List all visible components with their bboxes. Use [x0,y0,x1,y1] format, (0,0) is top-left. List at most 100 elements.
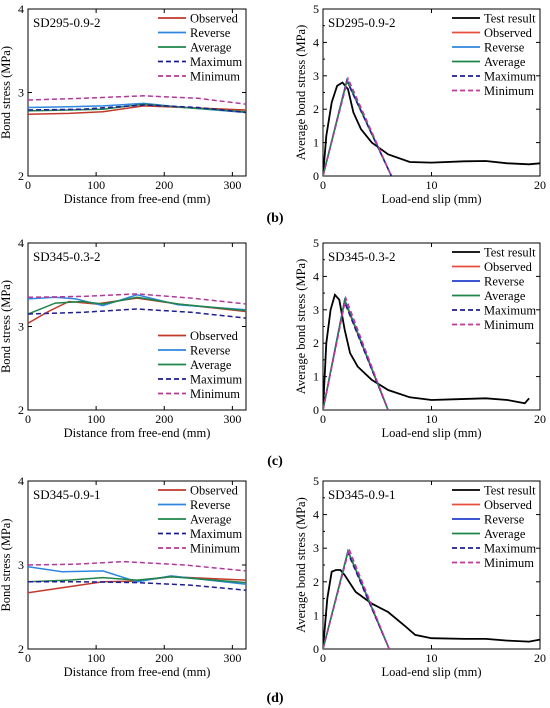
legend-label: Minimum [484,318,534,332]
x-tick-label: 10 [426,412,438,426]
legend-label: Reverse [190,344,231,358]
legend-label: Reverse [484,41,525,55]
y-axis-label: Bond stress (MPa) [0,518,13,611]
y-tick-label: 0 [313,169,319,183]
chart-3: 0 10 20 0 1 2 3 4 5 Load-end slip (mm) Average bon… [294,236,546,440]
series-line-average [28,296,246,315]
legend-label: Test result [484,246,536,260]
legend-label: Average [484,55,526,69]
x-tick-label: 200 [155,651,173,665]
chart-1: 0 10 20 0 1 2 3 4 5 Load-end slip (mm) Average bon… [294,2,546,206]
series-line-minimum [323,295,389,410]
series-line-maximum [28,581,246,591]
x-tick-label: 100 [87,651,105,665]
series-line-reverse [323,297,389,410]
y-tick-label: 0 [313,403,319,417]
x-tick-label: 0 [25,412,31,426]
legend-label: Average [484,289,526,303]
y-tick-label: 1 [313,608,319,622]
x-tick-label: 0 [320,412,326,426]
legend-label: Average [190,513,232,527]
legend-label: Reverse [484,275,525,289]
series-line-maximum [28,104,246,114]
legend-label: Observed [484,498,533,512]
y-axis-label: Average bond stress (MPa) [294,259,308,395]
y-tick-label: 0 [313,642,319,656]
y-axis-label: Average bond stress (MPa) [294,25,308,161]
x-tick-label: 200 [155,412,173,426]
legend-label: Average [484,527,526,541]
y-tick-label: 4 [18,2,24,16]
x-tick-label: 0 [25,178,31,192]
series-line-maximum [28,308,246,319]
legend-label: Maximum [190,55,242,69]
y-tick-label: 2 [18,403,24,417]
series-line-average [28,576,246,584]
y-tick-label: 4 [313,269,319,283]
legend-label: Minimum [484,556,534,570]
series-line-reverse [323,77,393,176]
legend-label: Minimum [190,542,240,556]
legend-label: Observed [190,329,239,343]
x-tick-label: 20 [534,412,546,426]
chart-5: 0 10 20 0 1 2 3 4 5 Load-end slip (mm) Average bon… [294,474,546,679]
legend-label: Reverse [484,513,525,527]
chart-0: 0 100 200 300 2 3 4 Distance from free-end (mm)… [0,2,247,206]
legend-label: Maximum [484,304,536,318]
panel-label-d: (d) [266,691,283,706]
panel-label-b: (b) [266,211,283,226]
legend-label: Minimum [484,84,534,98]
chart-4: 0 100 200 300 2 3 4 Distance from free-end (mm)… [0,474,247,679]
chart-title: SD295-0.9-2 [328,15,396,30]
y-tick-label: 2 [18,642,24,656]
x-tick-label: 100 [87,412,105,426]
x-tick-label: 300 [223,412,241,426]
legend-label: Maximum [484,542,536,556]
y-tick-label: 4 [18,474,24,488]
legend-label: Maximum [190,373,242,387]
legend-label: Reverse [190,26,231,40]
x-axis-label: Load-end slip (mm) [382,426,482,440]
y-tick-label: 5 [313,2,319,16]
series-line-average [323,297,389,410]
series-line-maximum [323,299,389,410]
x-tick-label: 0 [320,651,326,665]
x-tick-label: 300 [223,178,241,192]
series-line-observed [28,576,246,594]
series-line-minimum [28,560,246,572]
legend-label: Observed [484,26,533,40]
y-tick-label: 4 [313,35,319,49]
series-line-test-result [323,81,540,176]
y-tick-label: 3 [313,69,319,83]
chart-title: SD345-0.3-2 [33,249,101,264]
y-axis-label: Bond stress (MPa) [0,280,13,373]
y-tick-label: 2 [313,336,319,350]
legend-label: Maximum [190,527,242,541]
x-tick-label: 10 [426,651,438,665]
y-tick-label: 3 [18,320,24,334]
legend-label: Reverse [190,498,231,512]
y-tick-label: 4 [313,508,319,522]
x-axis-label: Distance from free-end (mm) [64,665,211,679]
y-tick-label: 1 [313,370,319,384]
y-tick-label: 2 [313,102,319,116]
series-line-minimum [28,95,246,105]
x-axis-label: Distance from free-end (mm) [64,426,211,440]
y-tick-label: 2 [18,169,24,183]
x-axis-label: Load-end slip (mm) [382,192,482,206]
x-tick-label: 100 [87,178,105,192]
chart-2: 0 100 200 300 2 3 4 Distance from free-end (mm)… [0,236,247,440]
legend-label: Average [190,41,232,55]
legend-label: Minimum [190,70,240,84]
chart-title: SD295-0.9-2 [33,15,101,30]
series-line-test-result [323,292,530,410]
panel-label-c: (c) [267,454,283,469]
y-tick-label: 4 [18,236,24,250]
series-line-minimum [323,76,393,176]
y-tick-label: 5 [313,474,319,488]
x-tick-label: 0 [25,651,31,665]
y-tick-label: 3 [18,86,24,100]
legend-label: Minimum [190,387,240,401]
